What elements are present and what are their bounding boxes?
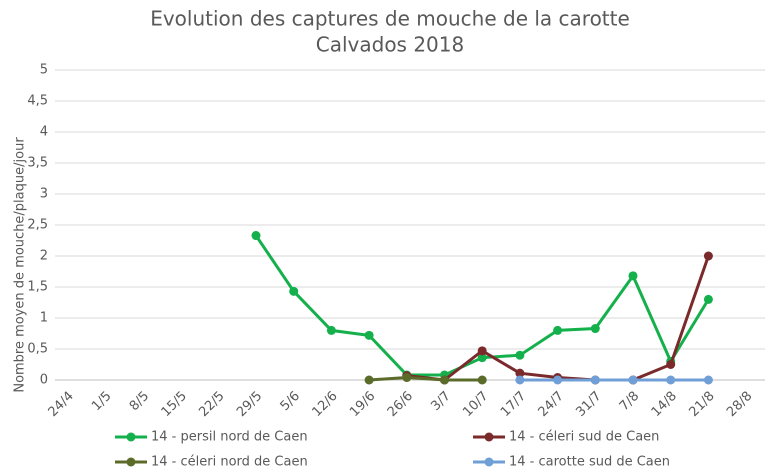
data-point: [477, 346, 487, 356]
data-point: [590, 375, 600, 385]
x-tick-label: 21/8: [686, 389, 717, 420]
data-point: [402, 373, 412, 383]
chart-subtitle: Calvados 2018: [316, 33, 464, 57]
data-point: [477, 353, 487, 363]
y-tick-label: 4,5: [27, 94, 48, 109]
legend-label: 14 - céleri nord de Caen: [151, 455, 308, 470]
x-tick-label: 15/5: [159, 389, 190, 420]
x-tick-label: 19/6: [347, 389, 378, 420]
data-point: [251, 231, 261, 241]
data-point: [666, 360, 676, 369]
data-point: [477, 375, 487, 385]
x-tick-label: 10/7: [460, 389, 491, 420]
data-point: [289, 286, 299, 296]
x-tick-label: 29/5: [234, 389, 265, 420]
y-tick-label: 3,5: [27, 156, 48, 171]
data-point: [628, 271, 638, 281]
x-tick-label: 24/4: [46, 389, 77, 420]
data-point: [515, 350, 525, 360]
x-tick-label: 26/6: [385, 389, 416, 420]
data-point: [628, 375, 638, 385]
x-tick-label: 14/8: [649, 389, 680, 420]
y-tick-label: 1,5: [27, 280, 48, 295]
data-point: [515, 368, 525, 378]
data-point: [703, 251, 713, 261]
legend-label: 14 - carotte sud de Caen: [509, 455, 670, 470]
y-tick-label: 2: [40, 249, 48, 264]
chart-title: Evolution des captures de mouche de la c…: [150, 7, 630, 31]
x-tick-label: 5/6: [278, 389, 303, 414]
y-tick-label: 1: [40, 311, 48, 326]
data-point: [440, 375, 449, 385]
data-point: [515, 375, 525, 385]
x-tick-label: 28/8: [724, 389, 755, 420]
legend-label: 14 - persil nord de Caen: [151, 430, 308, 445]
legend-marker: [126, 432, 136, 442]
x-tick-label: 7/8: [617, 389, 642, 414]
data-point: [590, 324, 600, 334]
legend-marker: [484, 432, 494, 442]
data-point: [666, 375, 676, 385]
y-axis-label: Nombre moyen de mouche/plaque/jour: [13, 137, 28, 393]
x-tick-label: 24/7: [536, 389, 567, 420]
data-point: [326, 325, 336, 335]
x-tick-label: 17/7: [498, 389, 529, 420]
y-tick-label: 0,5: [27, 342, 48, 357]
data-point: [703, 375, 713, 385]
legend-marker: [126, 457, 136, 467]
data-point: [364, 330, 374, 340]
data-point: [553, 325, 563, 335]
x-tick-label: 8/5: [127, 389, 152, 414]
y-tick-label: 5: [40, 63, 48, 78]
data-point: [553, 375, 563, 385]
y-tick-label: 2,5: [27, 218, 48, 233]
x-tick-label: 12/6: [309, 389, 340, 420]
legend-label: 14 - céleri sud de Caen: [509, 430, 659, 445]
legend-marker: [484, 457, 494, 467]
y-tick-label: 3: [40, 187, 48, 202]
data-point: [364, 375, 374, 385]
data-point: [703, 294, 713, 304]
x-tick-label: 31/7: [573, 389, 604, 420]
series-line: [369, 376, 483, 382]
y-tick-label: 0: [40, 373, 48, 388]
x-tick-label: 22/5: [196, 389, 227, 420]
x-tick-label: 1/5: [89, 389, 114, 414]
x-tick-label: 3/7: [428, 389, 453, 414]
y-tick-label: 4: [40, 125, 48, 140]
